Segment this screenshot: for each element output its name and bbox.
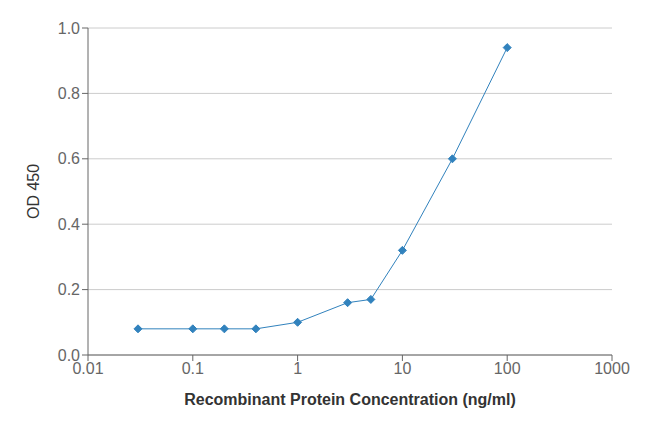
svg-text:0.4: 0.4 (58, 216, 80, 233)
svg-text:0.6: 0.6 (58, 150, 80, 167)
svg-text:100: 100 (494, 360, 521, 377)
svg-text:0.0: 0.0 (58, 347, 80, 364)
svg-text:0.01: 0.01 (72, 360, 104, 378)
svg-text:0.1: 0.1 (182, 360, 204, 377)
svg-text:0.8: 0.8 (58, 85, 80, 102)
svg-text:1000: 1000 (594, 360, 630, 377)
svg-text:Recombinant Protein Concentrat: Recombinant Protein Concentration (ng/ml… (184, 391, 516, 408)
svg-text:0.2: 0.2 (58, 281, 80, 298)
svg-text:OD 450: OD 450 (25, 164, 42, 219)
svg-text:1.0: 1.0 (58, 20, 80, 37)
svg-text:10: 10 (394, 360, 412, 377)
svg-text:1: 1 (293, 360, 302, 377)
